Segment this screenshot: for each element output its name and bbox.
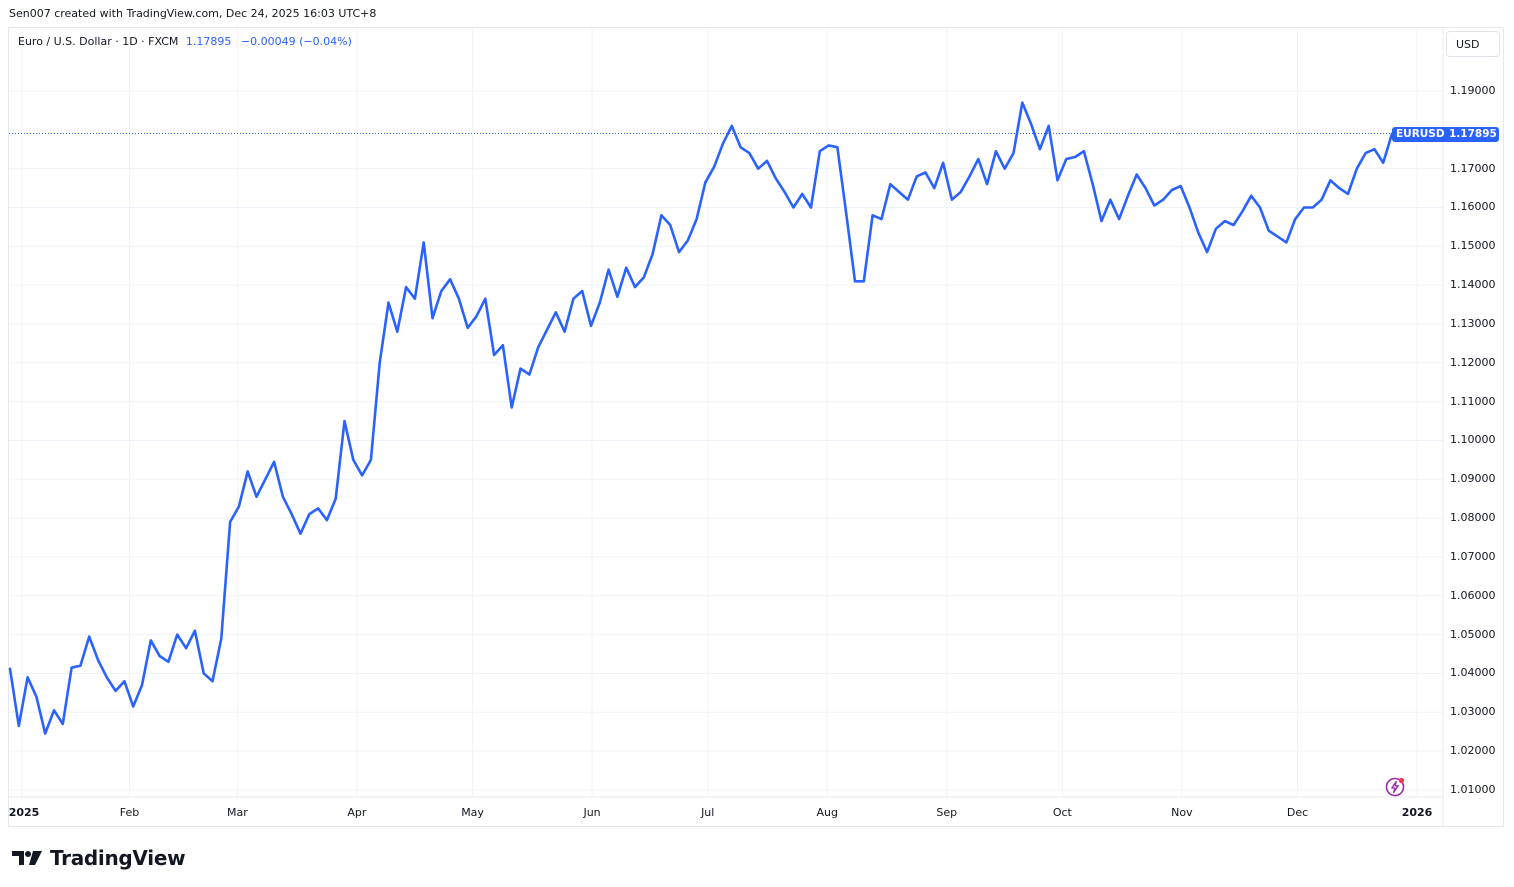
time-tick-label: Feb	[119, 806, 140, 819]
chart-grid	[9, 28, 1443, 797]
price-tick-label: 1.16000	[1450, 200, 1496, 214]
price-tick-label: 1.12000	[1450, 355, 1496, 369]
time-tick-label: Dec	[1286, 806, 1309, 819]
time-tick-label: Aug	[816, 806, 838, 819]
legend-change: −0.00049 (−0.04%)	[240, 35, 352, 48]
last-price-tag: 1.17895	[1444, 127, 1499, 142]
time-tick-label: Mar	[227, 806, 248, 819]
time-tick-label: Sep	[936, 806, 958, 819]
time-tick-label: Nov	[1171, 806, 1193, 819]
symbol-description: Euro / U.S. Dollar · 1D · FXCM	[18, 35, 179, 48]
price-tick-label: 1.01000	[1450, 782, 1496, 796]
time-tick-label: May	[461, 806, 484, 819]
price-tick-label: 1.09000	[1450, 472, 1496, 486]
price-tick-label: 1.08000	[1450, 511, 1496, 525]
lightning-alert-icon[interactable]	[1384, 776, 1406, 798]
time-tick-label: 2025	[8, 806, 40, 819]
price-tick-label: 1.03000	[1450, 705, 1496, 719]
price-tick-label: 1.04000	[1450, 666, 1496, 680]
price-tick-label: 1.11000	[1450, 394, 1496, 408]
price-tick-label: 1.14000	[1450, 278, 1496, 292]
price-tick-label: 1.15000	[1450, 239, 1496, 253]
price-tick-label: 1.13000	[1450, 316, 1496, 330]
time-tick-label: Jul	[701, 806, 715, 819]
symbol-price-tag: EURUSD	[1392, 127, 1449, 142]
price-tick-label: 1.19000	[1450, 84, 1496, 97]
legend-last-price: 1.17895	[185, 35, 232, 48]
currency-button[interactable]: USD	[1446, 31, 1500, 57]
price-line	[8, 101, 1394, 735]
price-tick-label: 1.07000	[1450, 549, 1496, 563]
price-tick-label: 1.02000	[1450, 744, 1496, 758]
time-tick-label: 2026	[1401, 806, 1433, 819]
tradingview-logo[interactable]: TradingView	[12, 846, 186, 870]
price-tick-label: 1.10000	[1450, 433, 1496, 447]
tradingview-logo-text: TradingView	[50, 846, 186, 870]
time-tick-label: Apr	[347, 806, 367, 819]
price-tick-label: 1.05000	[1450, 627, 1496, 641]
price-tick-label: 1.06000	[1450, 588, 1496, 602]
tradingview-logo-icon	[12, 851, 42, 865]
price-tick-label: 1.17000	[1450, 161, 1496, 175]
time-tick-label: Jun	[583, 806, 601, 819]
chart-credit: Sen007 created with TradingView.com, Dec…	[9, 7, 377, 20]
time-tick-label: Oct	[1052, 806, 1072, 819]
chart-frame	[8, 27, 1504, 827]
symbol-legend[interactable]: Euro / U.S. Dollar · 1D · FXCM 1.17895 −…	[18, 35, 352, 48]
